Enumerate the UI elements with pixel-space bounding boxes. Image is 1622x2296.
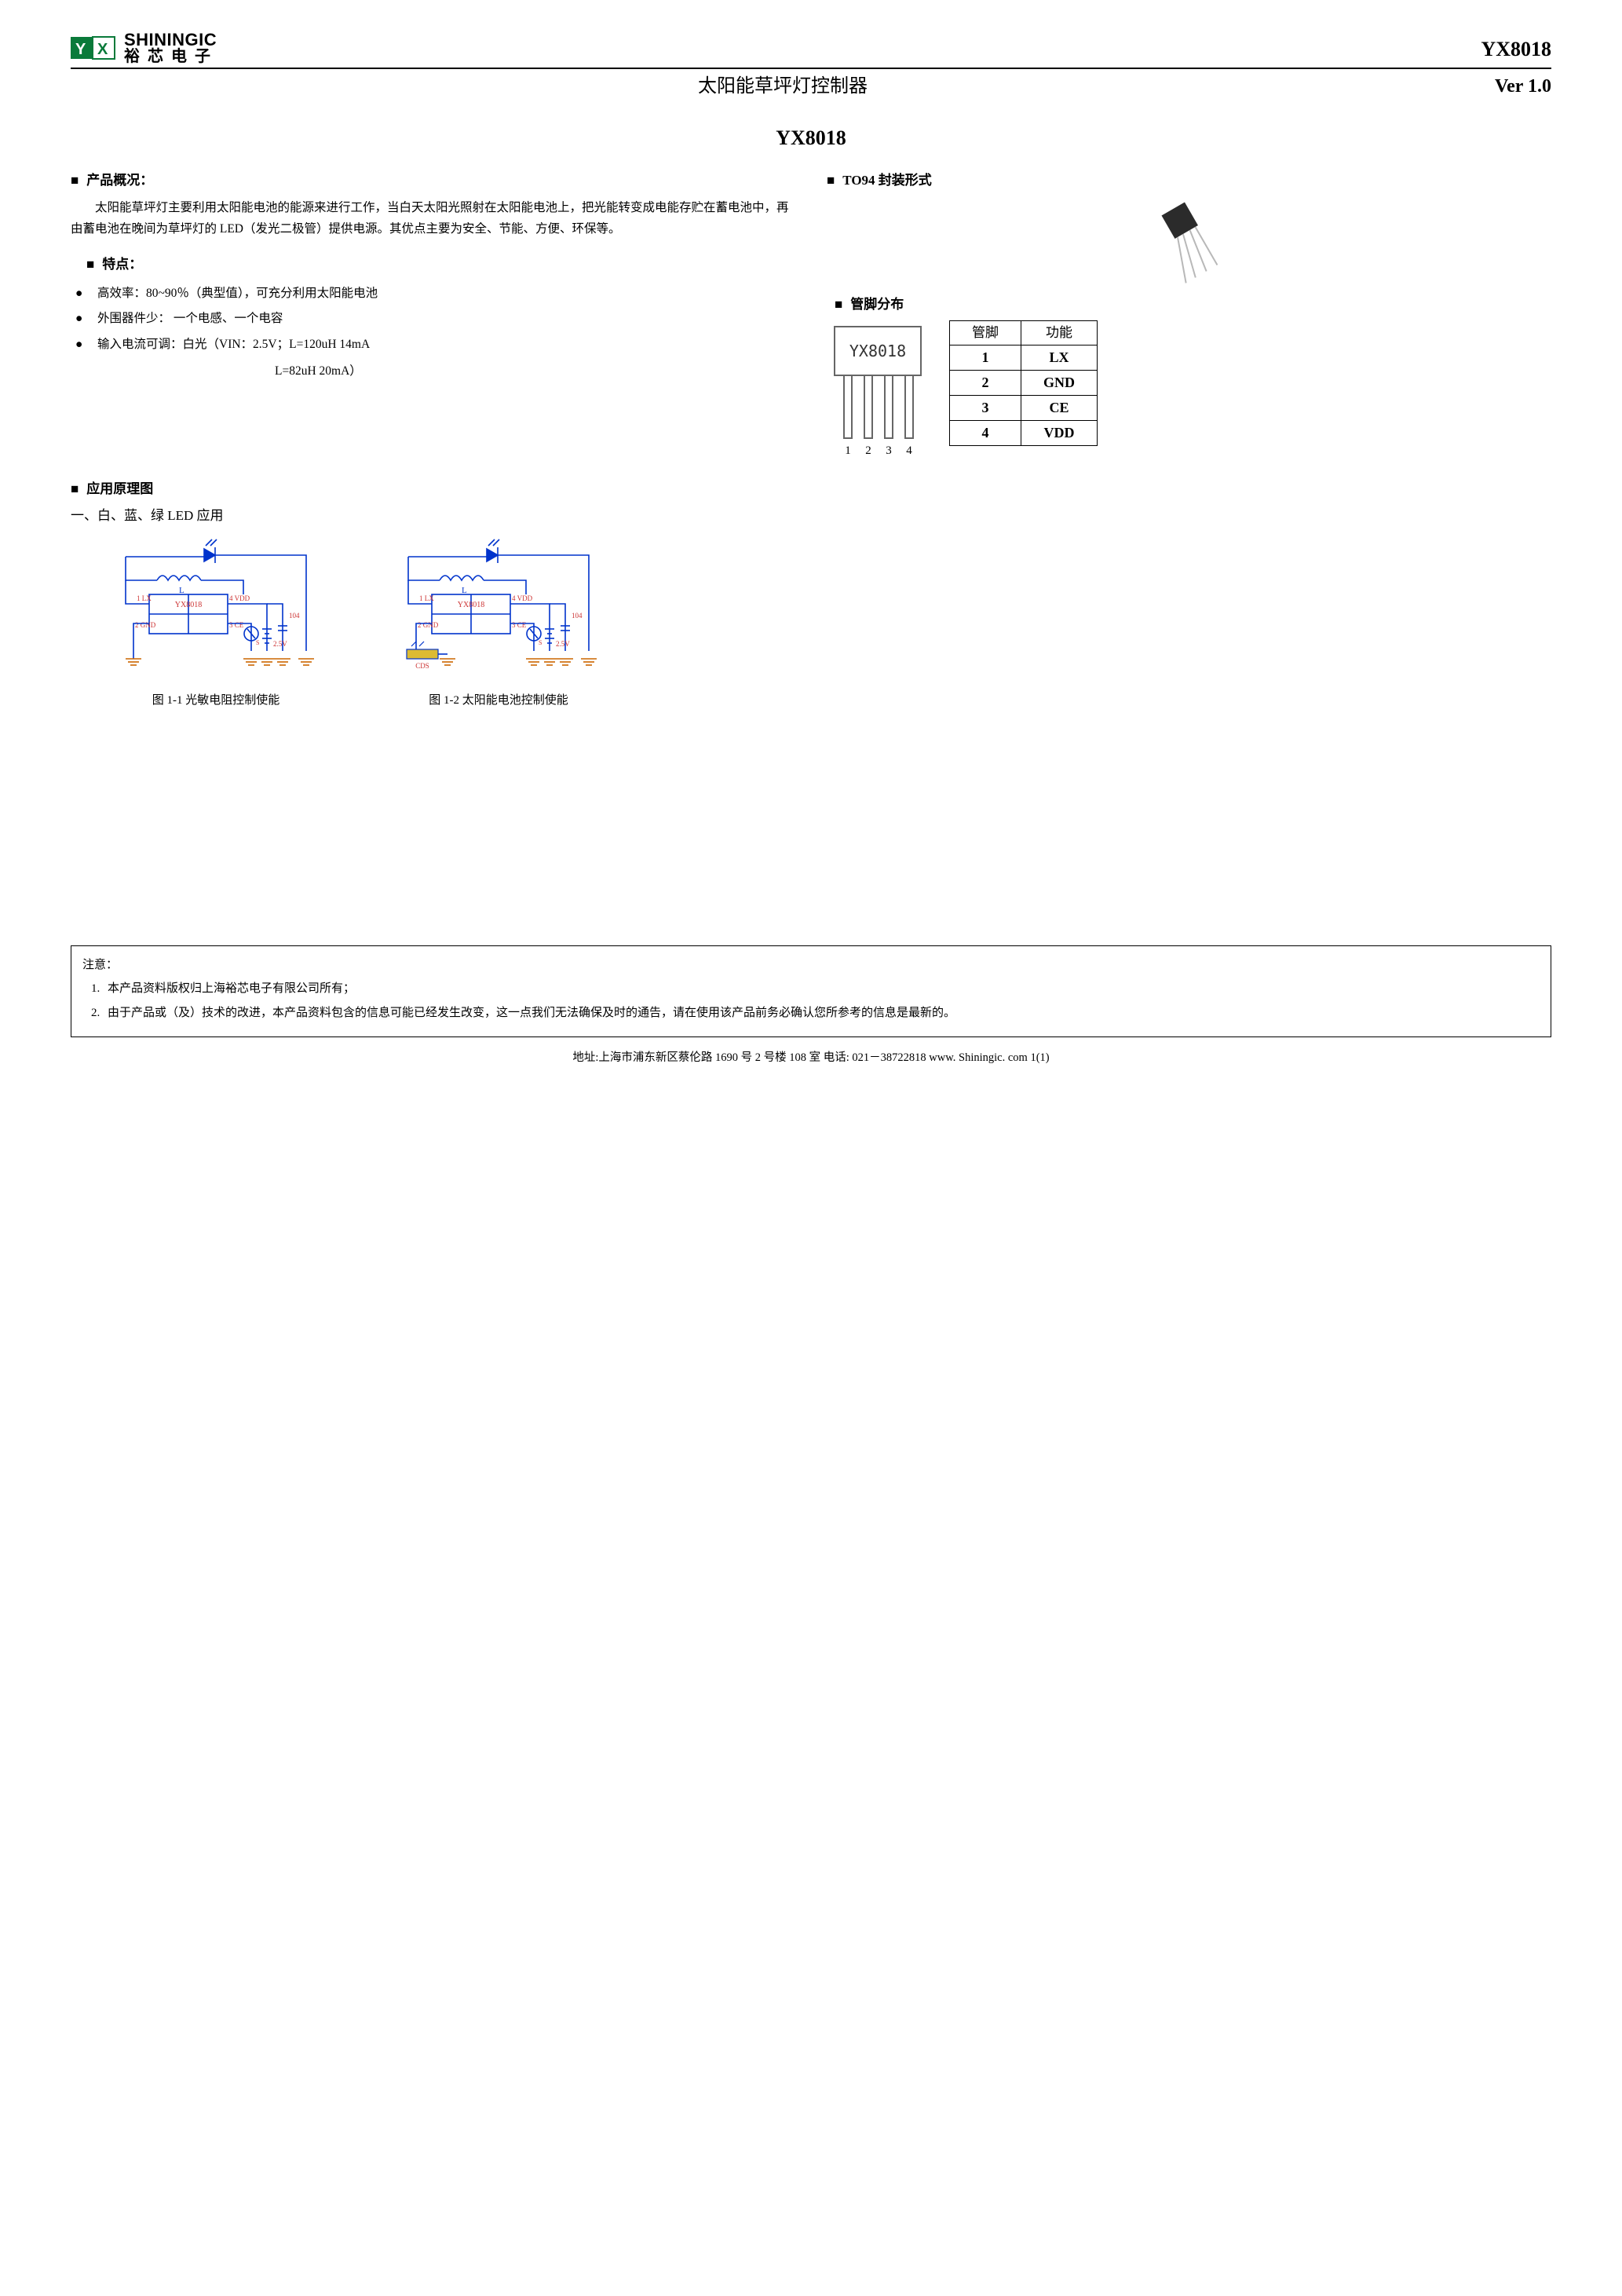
pinout-diagram-icon: YX8018 1 2 3 4 — [827, 320, 929, 462]
application-heading: 应用原理图 — [71, 479, 1551, 499]
svg-text:1: 1 — [845, 444, 851, 457]
pinout-chip-label: YX8018 — [849, 342, 906, 360]
schematic-1-caption: 图 1-1 光敏电阻控制使能 — [102, 692, 330, 710]
logo-text: SHININGIC 裕芯电子 — [124, 31, 218, 64]
svg-text:3 CE: 3 CE — [512, 621, 527, 629]
svg-text:2.5V: 2.5V — [273, 640, 287, 648]
note-item: 由于产品或（及）技术的改进，本产品资料包含的信息可能已经发生改变，这一点我们无法… — [103, 1002, 1540, 1025]
subtitle-row: 太阳能草坪灯控制器 Ver 1.0 — [71, 72, 1551, 101]
logo-icon: Y X — [71, 34, 118, 62]
svg-text:1 LX: 1 LX — [419, 594, 434, 602]
pin-table-head: 管脚 — [950, 321, 1021, 345]
table-row: 管脚 功能 — [950, 321, 1098, 345]
svg-text:YX8018: YX8018 — [175, 601, 202, 609]
package-icon — [1131, 197, 1248, 283]
features-heading: 特点： — [71, 254, 795, 275]
feature-item: 外围器件少： 一个电感、一个电容 — [71, 306, 795, 332]
svg-text:2.5V: 2.5V — [556, 640, 570, 648]
logo-text-en: SHININGIC — [124, 31, 218, 49]
main-columns: 产品概况： 太阳能草坪灯主要利用太阳能电池的能源来进行工作，当白天太阳光照射在太… — [71, 163, 1551, 462]
header-right: YX8018 — [1481, 34, 1551, 64]
svg-text:YX8018: YX8018 — [458, 601, 484, 609]
note-box: 注意： 本产品资料版权归上海裕芯电子有限公司所有； 由于产品或（及）技术的改进，… — [71, 945, 1551, 1038]
svg-text:4: 4 — [906, 444, 912, 457]
svg-text:CDS: CDS — [415, 662, 429, 670]
svg-text:104: 104 — [289, 612, 300, 620]
application-section: 应用原理图 一、白、蓝、绿 LED 应用 L — [71, 479, 1551, 710]
header: Y X SHININGIC 裕芯电子 YX8018 — [71, 31, 1551, 69]
svg-text:S: S — [256, 639, 259, 646]
schematics-row: L YX8018 1 LX 2 GND 3 CE 4 VDD — [102, 533, 1551, 710]
schematic-2-caption: 图 1-2 太阳能电池控制使能 — [385, 692, 612, 710]
features-list: 高效率：80~90％（典型值），可充分利用太阳能电池 外围器件少： 一个电感、一… — [71, 281, 795, 358]
overview-heading: 产品概况： — [71, 170, 795, 191]
note-list: 本产品资料版权归上海裕芯电子有限公司所有； 由于产品或（及）技术的改进，本产品资… — [82, 978, 1540, 1024]
schematic-1: L YX8018 1 LX 2 GND 3 CE 4 VDD — [102, 533, 330, 710]
table-row: 4VDD — [950, 420, 1098, 445]
feature-item: 输入电流可调：白光（VIN：2.5V；L=120uH 14mA — [71, 332, 795, 358]
logo-text-cn: 裕芯电子 — [124, 49, 218, 64]
feature-subline: L=82uH 20mA） — [71, 362, 795, 380]
table-row: 2GND — [950, 370, 1098, 395]
table-row: 1LX — [950, 345, 1098, 370]
svg-text:4 VDD: 4 VDD — [512, 594, 533, 602]
svg-text:Y: Y — [75, 41, 86, 58]
part-number: YX8018 — [1481, 34, 1551, 64]
pin-row: YX8018 1 2 3 4 管脚 功能 1LX 2GND 3CE 4VDD — [827, 320, 1551, 462]
note-item: 本产品资料版权归上海裕芯电子有限公司所有； — [103, 978, 1540, 1000]
svg-text:X: X — [97, 41, 108, 58]
doc-subtitle: 太阳能草坪灯控制器 — [71, 72, 1495, 101]
svg-text:1 LX: 1 LX — [137, 594, 152, 602]
table-row: 3CE — [950, 395, 1098, 420]
overview-text: 太阳能草坪灯主要利用太阳能电池的能源来进行工作，当白天太阳光照射在太阳能电池上，… — [71, 197, 795, 241]
note-title: 注意： — [82, 954, 1540, 977]
svg-text:3 CE: 3 CE — [229, 621, 244, 629]
svg-text:3: 3 — [886, 444, 892, 457]
left-column: 产品概况： 太阳能草坪灯主要利用太阳能电池的能源来进行工作，当白天太阳光照射在太… — [71, 163, 795, 462]
right-column: TO94 封装形式 管脚分布 YX8018 1 2 3 4 — [827, 163, 1551, 462]
feature-item: 高效率：80~90％（典型值），可充分利用太阳能电池 — [71, 281, 795, 307]
svg-text:S: S — [539, 639, 542, 646]
schematic-2: L YX8018 1 LX 2 GND 3 CE 4 VDD — [385, 533, 612, 710]
center-title: YX8018 — [71, 122, 1551, 153]
svg-text:4 VDD: 4 VDD — [229, 594, 250, 602]
svg-text:104: 104 — [572, 612, 583, 620]
package-heading: TO94 封装形式 — [827, 170, 1551, 191]
schematic-1-icon: L YX8018 1 LX 2 GND 3 CE 4 VDD — [102, 533, 330, 682]
version: Ver 1.0 — [1495, 72, 1551, 101]
svg-text:2: 2 — [865, 444, 871, 457]
pin-table-head: 功能 — [1021, 321, 1098, 345]
logo-block: Y X SHININGIC 裕芯电子 — [71, 31, 218, 64]
footer: 地址:上海市浦东新区蔡伦路 1690 号 2 号楼 108 室 电话: 021－… — [71, 1050, 1551, 1067]
svg-text:2 GND: 2 GND — [135, 621, 156, 629]
svg-text:2 GND: 2 GND — [418, 621, 439, 629]
pins-heading: 管脚分布 — [827, 294, 1551, 315]
schematic-2-icon: L YX8018 1 LX 2 GND 3 CE 4 VDD — [385, 533, 612, 682]
application-sub: 一、白、蓝、绿 LED 应用 — [71, 506, 1551, 526]
pin-table: 管脚 功能 1LX 2GND 3CE 4VDD — [949, 320, 1098, 446]
